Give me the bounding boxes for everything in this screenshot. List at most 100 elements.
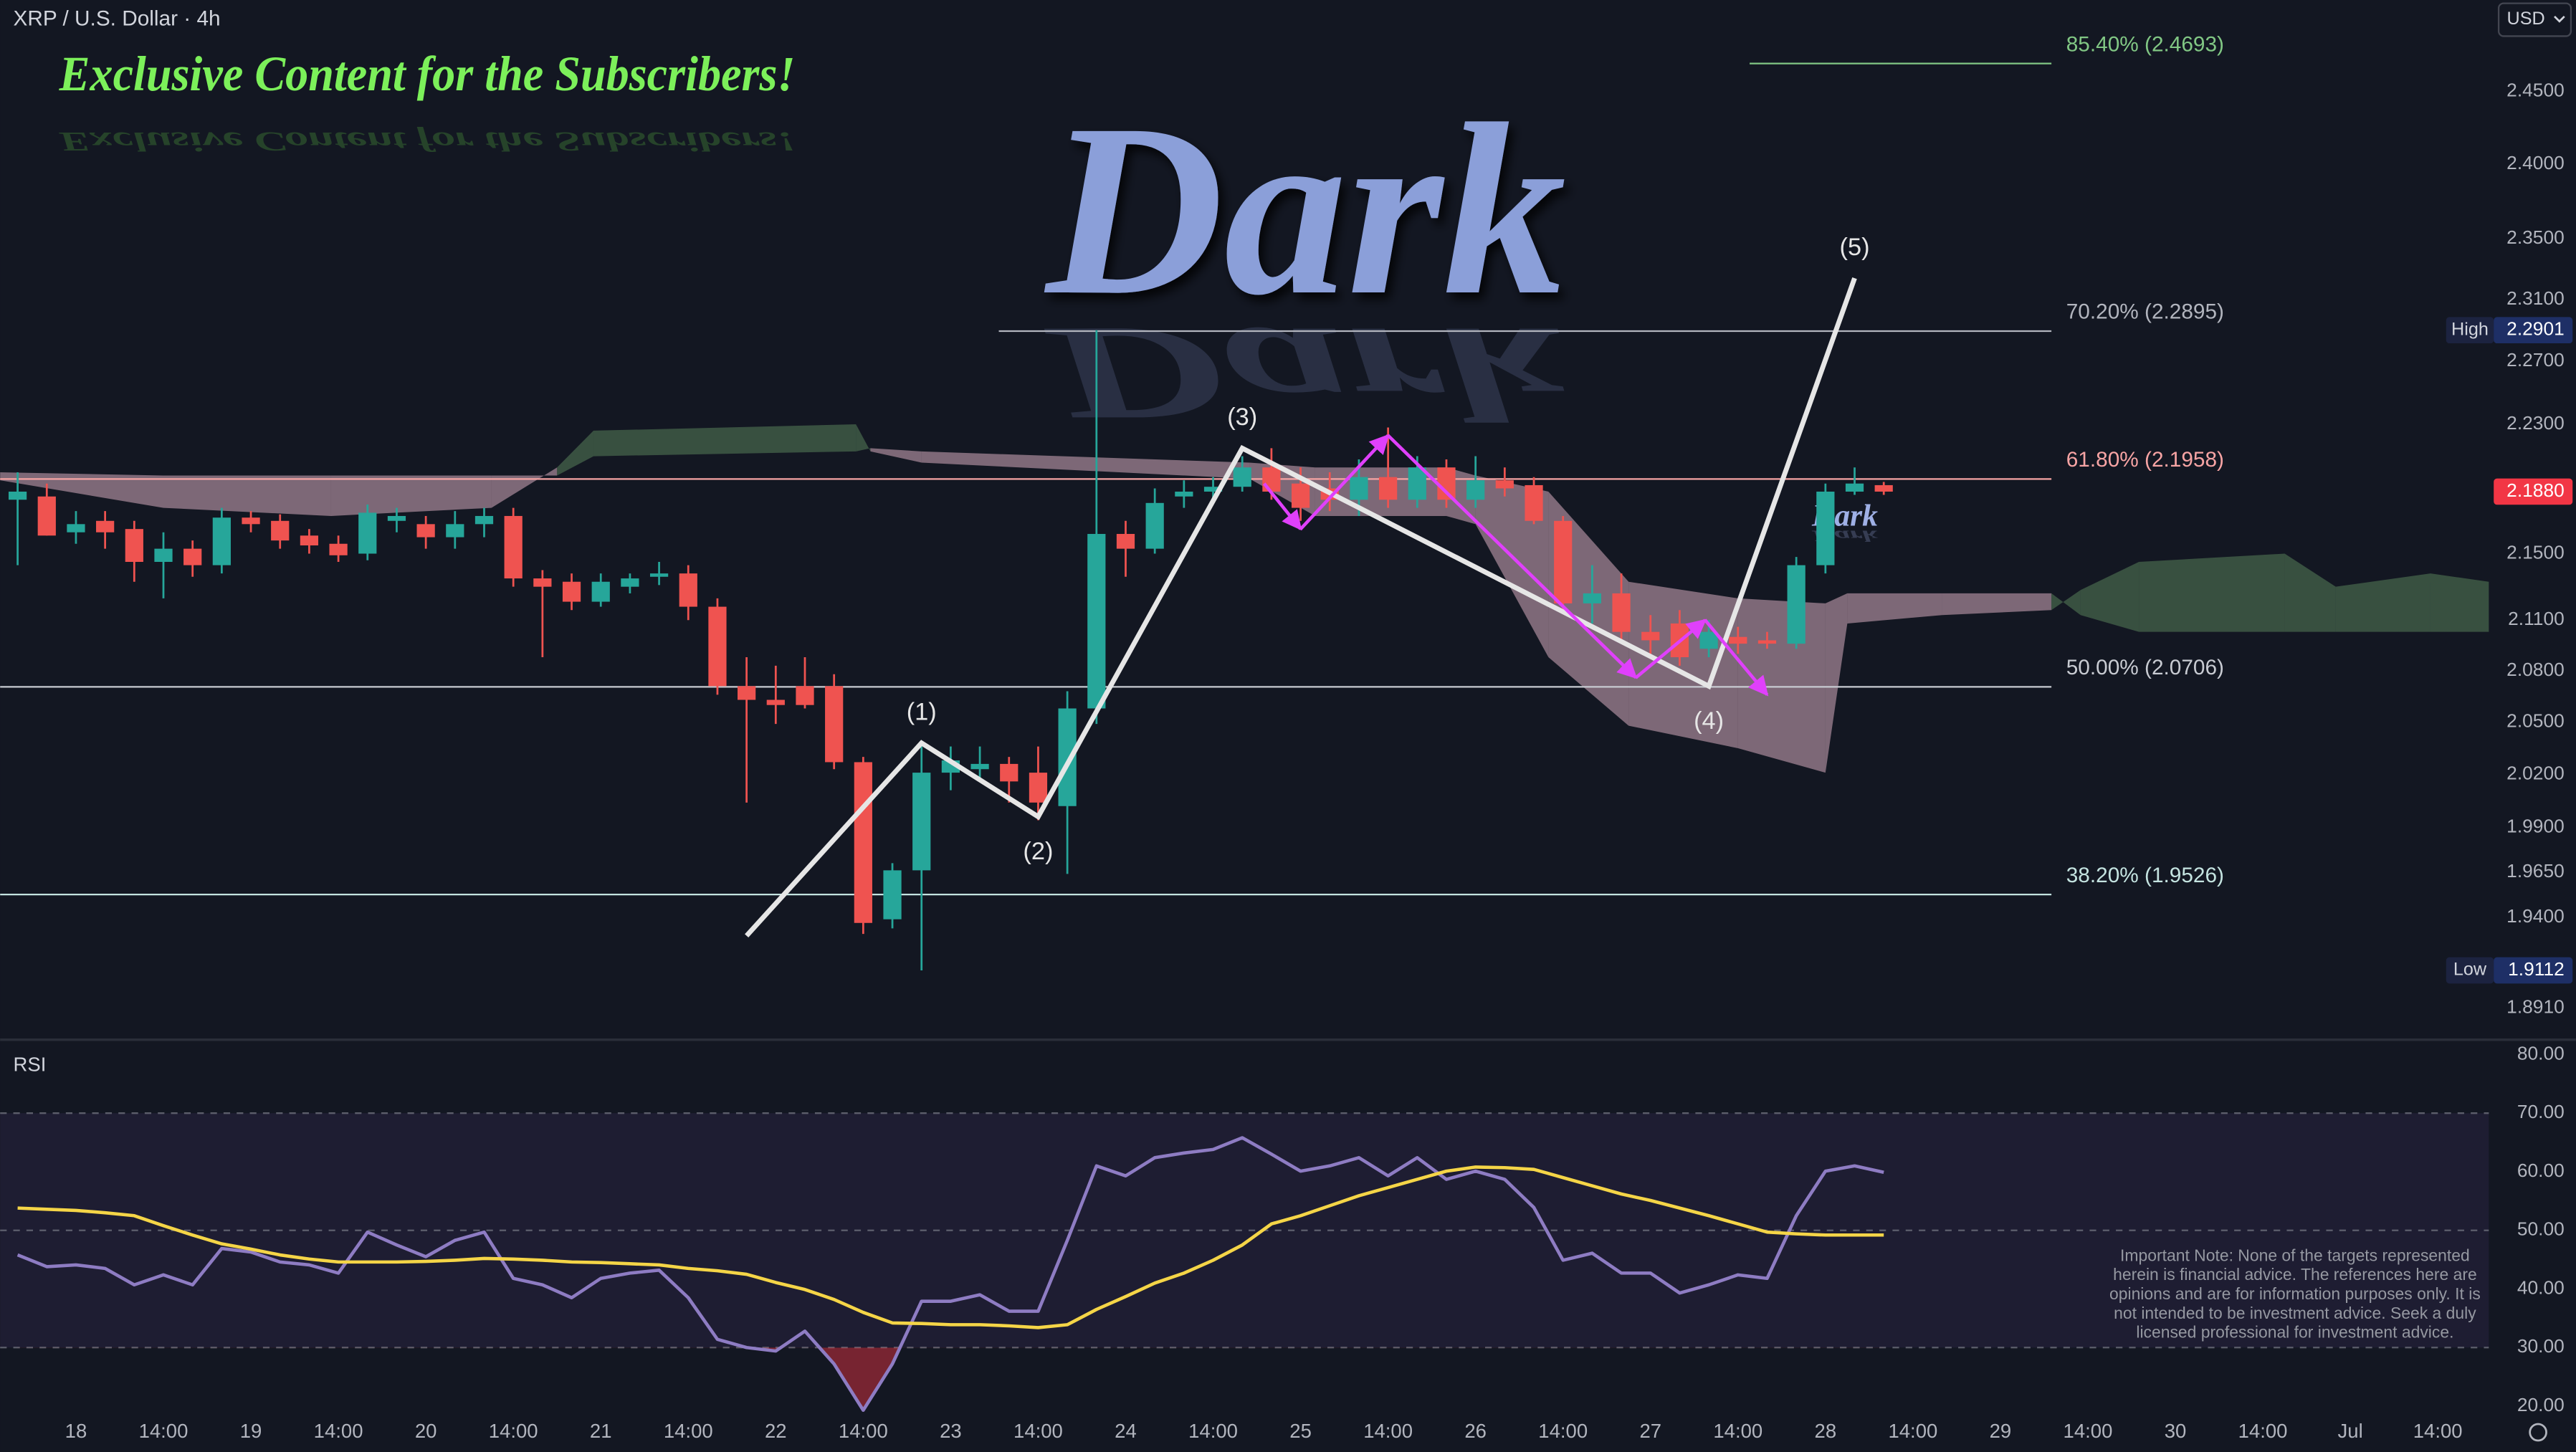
candle-body — [125, 529, 143, 563]
symbol-title: XRP / U.S. Dollar · 4h — [14, 6, 221, 30]
candle-body — [533, 578, 552, 587]
candle-body — [621, 578, 639, 587]
badge-name-box — [2446, 957, 2494, 984]
y-tick-label: 1.8910 — [2506, 995, 2565, 1017]
candle-body — [154, 548, 173, 563]
under-layer — [0, 424, 2489, 1410]
y-tick-label: 50.00 — [2517, 1218, 2565, 1240]
last-price: 2.1880 — [2506, 479, 2565, 501]
over-layer: 85.40% (2.4693) 70.20% (2.2895) 61.80% (2.… — [0, 32, 2573, 1442]
x-tick-label: 21 — [590, 1420, 612, 1442]
note-line: licensed professional for investment adv… — [2136, 1323, 2453, 1342]
projection-arrow — [1299, 434, 1390, 530]
candle-body — [329, 543, 348, 555]
candle-body — [1437, 467, 1456, 500]
candle-body — [1583, 593, 1602, 603]
x-tick-label: 28 — [1815, 1420, 1837, 1442]
badge-value: 2.2901 — [2506, 318, 2565, 340]
x-tick-label: 26 — [1464, 1420, 1487, 1442]
cloud-segment — [1825, 593, 1848, 773]
cloud-segment — [1737, 598, 1826, 773]
fib-level-label: 61.80% (2.1958) — [2066, 448, 2224, 472]
x-tick-label: 23 — [940, 1420, 962, 1442]
candle-body — [912, 773, 931, 871]
y-tick-label: 2.0800 — [2506, 659, 2565, 680]
candle-body — [1787, 565, 1805, 644]
cloud-segment — [1628, 581, 1738, 749]
y-tick-label: 1.9900 — [2506, 815, 2565, 836]
y-tick-label: 2.0200 — [2506, 763, 2565, 784]
currency-label[interactable]: USD — [2507, 9, 2545, 29]
candle-body — [1554, 520, 1573, 603]
cloud-segment — [593, 424, 857, 457]
note-line: Important Note: None of the targets repr… — [2120, 1246, 2470, 1264]
y-tick-label: 80.00 — [2517, 1042, 2565, 1064]
x-tick-label: 22 — [765, 1420, 787, 1442]
rsi-series — [17, 1165, 1884, 1329]
cloud-segment — [330, 475, 492, 516]
fib-level-label: 85.40% (2.4693) — [2066, 32, 2224, 56]
y-tick-label: 60.00 — [2517, 1160, 2565, 1181]
candle-body — [883, 870, 902, 920]
candle-body — [37, 496, 56, 536]
candle-body — [1116, 534, 1135, 549]
candle-body — [1816, 491, 1835, 565]
x-tick-label: 20 — [415, 1420, 437, 1442]
settings-icon[interactable] — [2529, 1423, 2547, 1442]
x-tick-label: 14:00 — [2413, 1420, 2463, 1442]
x-tick-label: Jul — [2338, 1420, 2363, 1442]
y-tick-label: 40.00 — [2517, 1276, 2565, 1298]
x-tick-label: 14:00 — [1713, 1420, 1762, 1442]
x-tick-label: 14:00 — [1013, 1420, 1063, 1442]
candle-body — [96, 520, 115, 532]
y-tick-label: 2.3100 — [2506, 287, 2565, 309]
candle-body — [8, 491, 27, 500]
candle-body — [504, 515, 523, 579]
cloud-segment — [557, 430, 594, 476]
note-line: herein is financial advice. The referenc… — [2113, 1265, 2477, 1284]
candle-body — [562, 581, 581, 602]
candle-body — [358, 512, 377, 554]
cloud-segment — [2080, 561, 2139, 632]
y-tick-label: 2.3500 — [2506, 226, 2565, 248]
cloud-segment — [2335, 573, 2430, 632]
cloud-segment — [1942, 593, 2052, 616]
y-tick-label: 2.2700 — [2506, 349, 2565, 371]
banner-reflection: Exclusive Content for the Subscribers! — [59, 126, 796, 156]
fib-level-label: 38.20% (1.9526) — [2066, 864, 2224, 887]
candle-body — [1525, 484, 1543, 521]
candle-body — [1175, 491, 1193, 497]
cloud-segment — [0, 472, 163, 508]
rsi-band — [0, 1113, 2489, 1348]
y-tick-label: 20.00 — [2517, 1394, 2565, 1415]
candle-body — [1757, 640, 1777, 644]
candle-body — [387, 515, 406, 521]
candle-body — [796, 686, 814, 705]
candle-body — [825, 686, 844, 763]
y-tick-label: 2.0500 — [2506, 710, 2565, 732]
y-tick-label: 2.1500 — [2506, 541, 2565, 563]
cloud-segment — [2139, 553, 2285, 632]
candle-body — [1203, 487, 1223, 492]
candle-body — [738, 686, 756, 700]
wave-label: (2) — [1023, 838, 1053, 865]
rsi-series — [16, 1136, 1884, 1413]
candle-body — [446, 524, 464, 538]
x-tick-label: 14:00 — [314, 1420, 363, 1442]
y-tick-label: 1.9400 — [2506, 905, 2565, 927]
y-tick-label: 2.4000 — [2506, 152, 2565, 173]
projection-arrow — [1387, 434, 1638, 679]
x-tick-label: 14:00 — [664, 1420, 713, 1442]
x-tick-label: 14:00 — [839, 1420, 888, 1442]
candle-body — [591, 581, 610, 602]
candle-body — [1000, 763, 1019, 782]
currency-button[interactable] — [2497, 2, 2572, 37]
candle-body — [1145, 502, 1164, 549]
candle-body — [416, 524, 435, 538]
fib-level-label: 50.00% (2.0706) — [2066, 656, 2224, 679]
x-tick-label: 25 — [1289, 1420, 1312, 1442]
candle-body — [1466, 480, 1485, 500]
x-tick-label: 24 — [1115, 1420, 1137, 1442]
badge-name: High — [2451, 319, 2489, 339]
